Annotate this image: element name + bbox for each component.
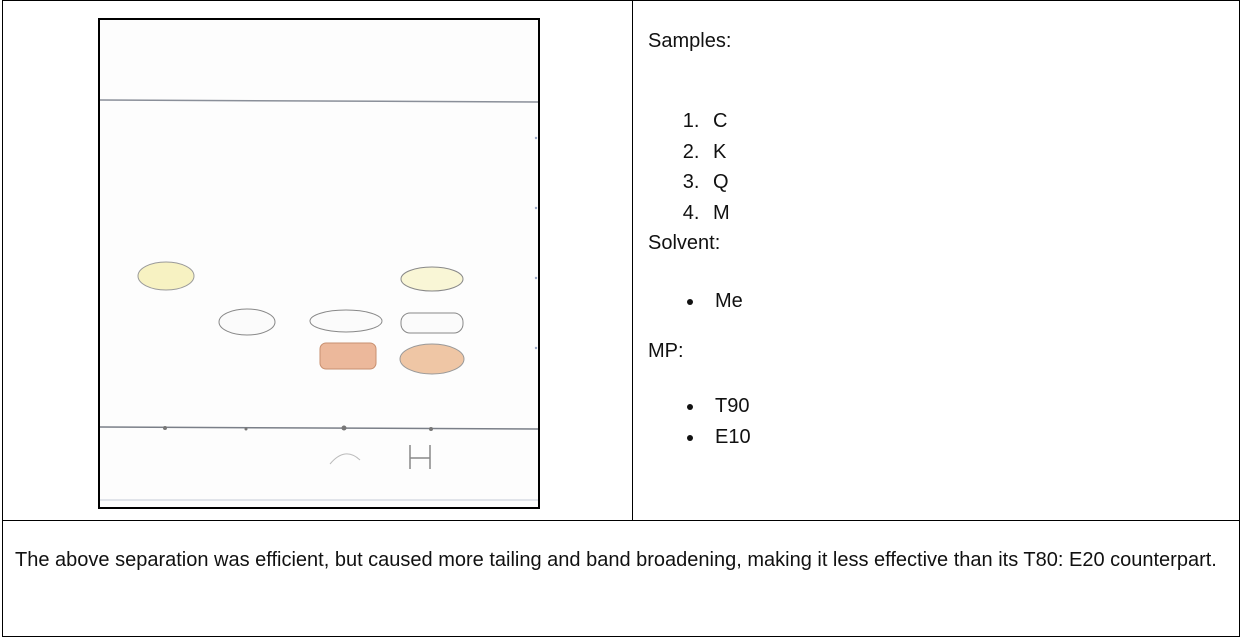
sample-item: Q <box>705 167 730 198</box>
table-border <box>1239 0 1240 637</box>
mp-item: T90 <box>705 391 751 422</box>
mp-list: T90E10 <box>648 391 751 452</box>
table-border <box>632 0 633 520</box>
sample-item: K <box>705 137 730 168</box>
mp-label: MP: <box>648 336 684 366</box>
solvent-item: Me <box>705 286 743 317</box>
tlc-plate-image <box>98 18 540 509</box>
samples-list: CKQM <box>648 106 730 228</box>
solvent-label: Solvent: <box>648 228 720 258</box>
solvent-list: Me <box>648 286 743 317</box>
page: Samples: CKQM Solvent: Me MP: T90E10 The… <box>0 0 1242 637</box>
table-border <box>2 0 3 637</box>
table-border <box>2 0 1240 1</box>
sample-item: M <box>705 198 730 229</box>
sample-item: C <box>705 106 730 137</box>
mp-item: E10 <box>705 422 751 453</box>
samples-label: Samples: <box>648 26 731 56</box>
table-border <box>2 520 1240 521</box>
note: The above separation was efficient, but … <box>15 540 1230 580</box>
